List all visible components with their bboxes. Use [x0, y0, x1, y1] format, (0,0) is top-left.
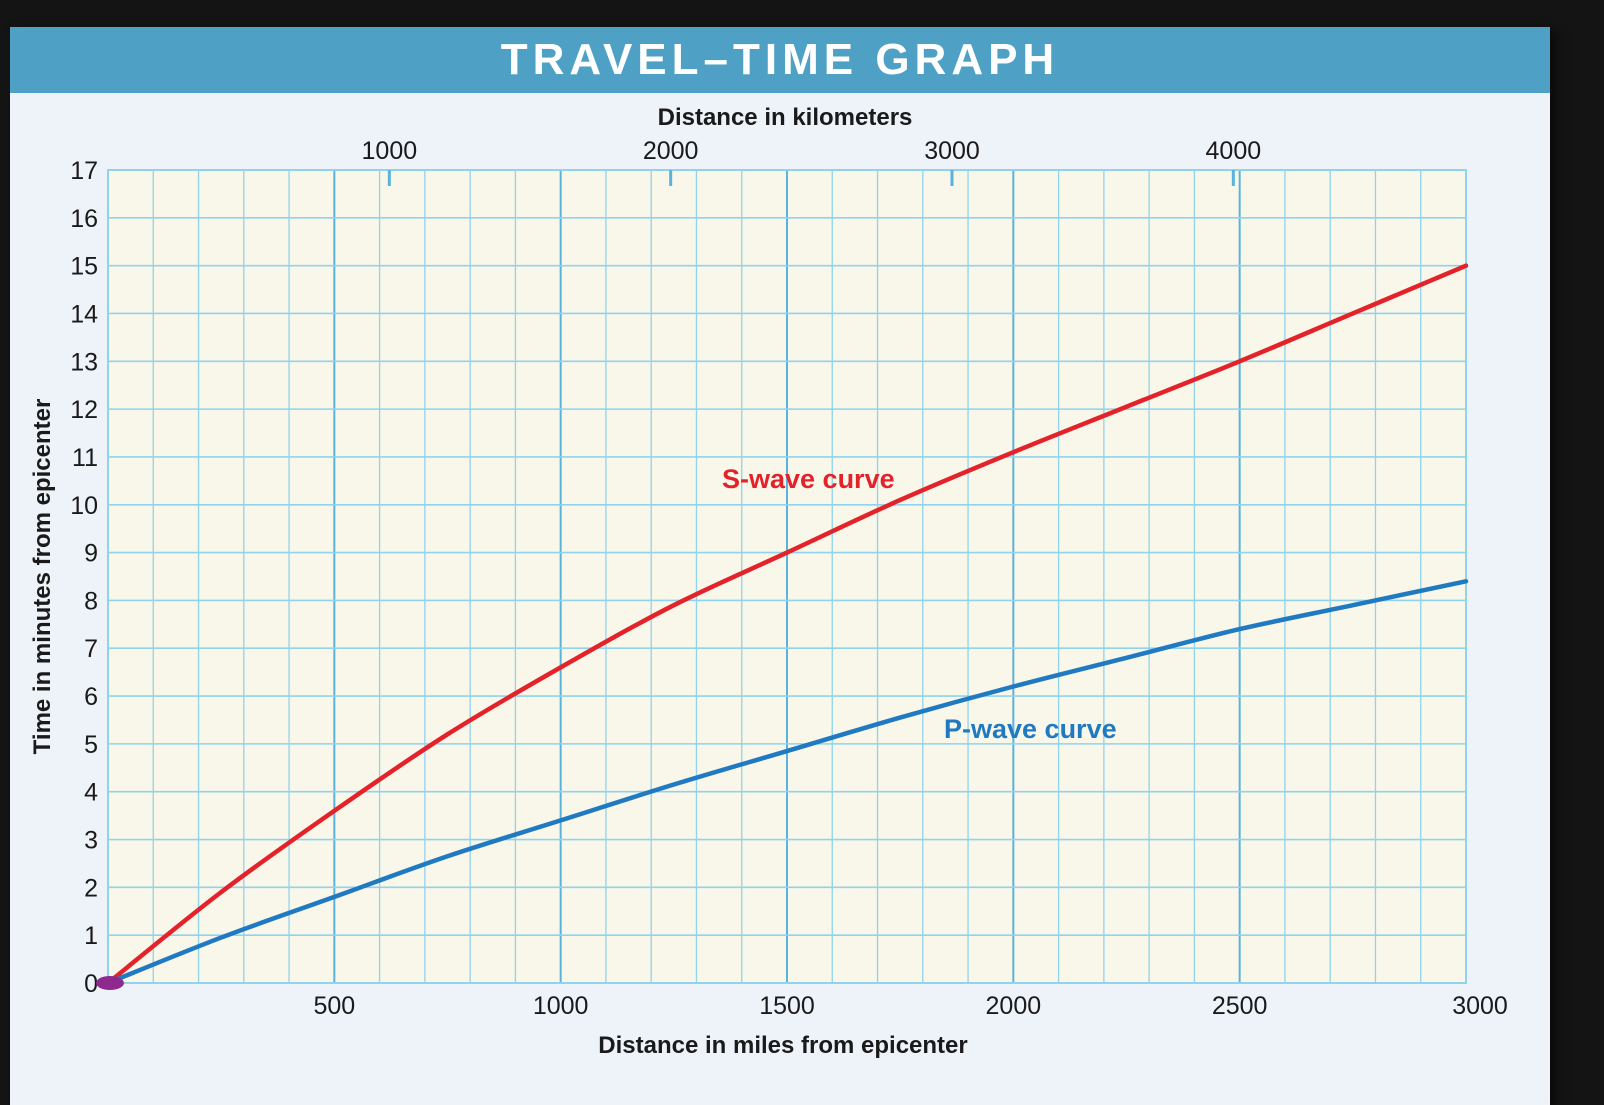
y-tick-label: 7	[84, 635, 98, 663]
y-tick-label: 14	[70, 300, 98, 328]
y-tick-label: 5	[84, 731, 98, 759]
x-tick-label: 3000	[1452, 992, 1508, 1020]
y-tick-label: 2	[84, 874, 98, 902]
y-tick-label: 3	[84, 827, 98, 855]
s-wave-curve	[105, 263, 1469, 986]
plot-border	[107, 169, 1467, 984]
y-tick-label: 16	[70, 205, 98, 233]
km-tick-marks	[387, 170, 1235, 186]
p-wave-curve	[105, 579, 1469, 986]
top-axis-title: Distance in kilometers	[658, 104, 913, 131]
x-tick-label: 500	[313, 992, 355, 1020]
x-tick-label: 1000	[533, 992, 589, 1020]
title-bar: TRAVEL–TIME GRAPH	[10, 27, 1550, 93]
y-axis-title: Time in minutes from epicenter	[29, 399, 56, 755]
x-tick-label: 2000	[986, 992, 1042, 1020]
km-tick-label: 4000	[1206, 137, 1262, 165]
p-wave-label: P-wave curve	[944, 714, 1117, 744]
y-tick-label: 0	[84, 970, 98, 998]
y-tick-label: 6	[84, 683, 98, 711]
y-tick-label: 12	[70, 396, 98, 424]
y-tick-label: 1	[84, 922, 98, 950]
grid	[107, 169, 1467, 984]
x-axis-title: Distance in miles from epicenter	[598, 1032, 967, 1059]
chart-title: TRAVEL–TIME GRAPH	[500, 35, 1060, 84]
x-tick-label: 1500	[759, 992, 815, 1020]
y-tick-label: 9	[84, 540, 98, 568]
y-tick-label: 10	[70, 492, 98, 520]
origin-marker	[96, 976, 124, 990]
y-tick-label: 8	[84, 587, 98, 615]
km-tick-label: 3000	[924, 137, 980, 165]
x-tick-label: 2500	[1212, 992, 1268, 1020]
y-tick-label: 17	[70, 157, 98, 185]
series-lines	[105, 263, 1469, 986]
y-tick-label: 13	[70, 348, 98, 376]
y-tick-label: 4	[84, 779, 98, 807]
s-wave-label: S-wave curve	[722, 464, 895, 494]
y-tick-label: 15	[70, 253, 98, 281]
km-tick-label: 1000	[362, 137, 418, 165]
km-tick-label: 2000	[643, 137, 699, 165]
y-tick-label: 11	[72, 444, 98, 472]
